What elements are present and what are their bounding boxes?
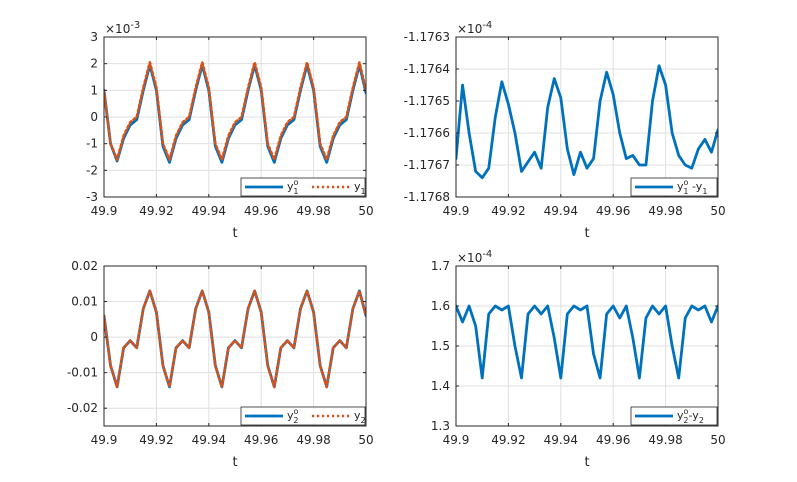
y-tick-label: -0.02 xyxy=(67,401,98,415)
y-exponent-label: ×10-3 xyxy=(105,20,140,36)
axes-box xyxy=(103,265,367,427)
x-tick-label: 49.92 xyxy=(491,433,525,447)
x-tick-label: 49.92 xyxy=(491,204,525,218)
y-tick-label: -1.1765 xyxy=(404,94,450,108)
x-tick-label: 49.96 xyxy=(244,204,278,218)
x-axis-label: t xyxy=(584,455,589,470)
y-tick-label: 3 xyxy=(90,30,98,44)
legend-label-y1o-y1: yo 1 -y1 xyxy=(677,178,707,196)
x-tick-label: 49.92 xyxy=(139,204,173,218)
y-tick-label: -1 xyxy=(86,137,98,151)
legend: yo 1 -y1 xyxy=(630,177,718,197)
x-tick-label: 49.98 xyxy=(648,433,682,447)
x-axis-label: t xyxy=(232,226,237,241)
y-tick-label: 0.02 xyxy=(71,259,98,273)
y-tick-label: -1.1763 xyxy=(404,30,450,44)
chart-panel-bottom-left: 49.9 49.92 49.94 49.96 49.98 50 -0.02 -0.01 0 0.0… xyxy=(67,259,374,470)
series-line-y2o-y2 xyxy=(456,304,718,380)
y-tick-label: 2 xyxy=(90,57,98,71)
x-tick-label: 49.98 xyxy=(296,204,330,218)
legend-label-y1: y1 xyxy=(354,180,366,196)
y-tick-label: 1 xyxy=(90,83,98,97)
y-tick-label: 1.6 xyxy=(431,299,450,313)
x-tick-label: 49.98 xyxy=(296,433,330,447)
x-tick-label: 50 xyxy=(710,433,725,447)
x-tick-label: 49.98 xyxy=(648,204,682,218)
y-tick-label: -1.1764 xyxy=(404,62,450,76)
x-axis-label: t xyxy=(584,226,589,241)
x-tick-label: 50 xyxy=(358,433,373,447)
legend: yo 1 y1 xyxy=(240,177,366,197)
y-tick-label: -1.1766 xyxy=(404,126,450,140)
legend-label-y2o: yo 2 xyxy=(287,407,299,425)
x-tick-label: 49.96 xyxy=(596,204,630,218)
y-tick-label: 0 xyxy=(90,110,98,124)
x-tick-label: 49.9 xyxy=(91,433,118,447)
x-tick-label: 49.9 xyxy=(443,433,470,447)
chart-panel-top-left: 49.9 49.92 49.94 49.96 49.98 50 -3 -2 -1 0 1 2 3 t ×10… xyxy=(86,20,374,241)
y-tick-label: 1.7 xyxy=(431,259,450,273)
y-tick-label: -2 xyxy=(86,163,98,177)
x-tick-label: 49.94 xyxy=(192,433,226,447)
x-tick-label: 49.96 xyxy=(244,433,278,447)
x-tick-label: 50 xyxy=(358,204,373,218)
y-tick-label: 1.3 xyxy=(431,419,450,433)
series-line-y1o xyxy=(104,63,366,164)
legend-label-y2o-y2: yo 2-y2 xyxy=(677,407,704,425)
x-tick-label: 49.94 xyxy=(192,204,226,218)
x-tick-label: 49.9 xyxy=(91,204,118,218)
x-tick-label: 49.94 xyxy=(544,204,578,218)
x-tick-label: 49.96 xyxy=(596,433,630,447)
chart-panel-top-right: 49.9 49.92 49.94 49.96 49.98 50 -1.1768 -1.1767… xyxy=(404,20,726,241)
y-tick-label: 1.5 xyxy=(431,339,450,353)
y-tick-label: 0 xyxy=(90,330,98,344)
y-tick-label: -0.01 xyxy=(67,366,98,380)
legend-label-y1o: yo 1 xyxy=(287,178,299,196)
legend: yo 2 y2 xyxy=(240,406,366,426)
legend: yo 2-y2 xyxy=(630,406,718,426)
x-tick-label: 50 xyxy=(710,204,725,218)
legend-label-y2: y2 xyxy=(354,409,366,425)
x-tick-label: 49.94 xyxy=(544,433,578,447)
y-tick-label: -3 xyxy=(86,190,98,204)
series-line-y1 xyxy=(104,61,366,161)
series-line-y1o-y1 xyxy=(456,64,718,180)
x-tick-label: 49.92 xyxy=(139,433,173,447)
x-tick-label: 49.9 xyxy=(443,204,470,218)
chart-panel-bottom-right: 49.9 49.92 49.94 49.96 49.98 50 1.3 1.4 1.5 1.6 1.… xyxy=(431,249,726,470)
series-line-y2 xyxy=(104,289,366,389)
y-tick-label: 0.01 xyxy=(71,295,98,309)
axes-box xyxy=(455,36,719,198)
y-tick-label: -1.1768 xyxy=(404,190,450,204)
y-exponent-label: ×10-4 xyxy=(457,20,492,36)
y-tick-label: -1.1767 xyxy=(404,158,450,172)
y-tick-label: 1.4 xyxy=(431,379,450,393)
y-exponent-label: ×10-4 xyxy=(457,249,492,265)
x-axis-label: t xyxy=(232,455,237,470)
